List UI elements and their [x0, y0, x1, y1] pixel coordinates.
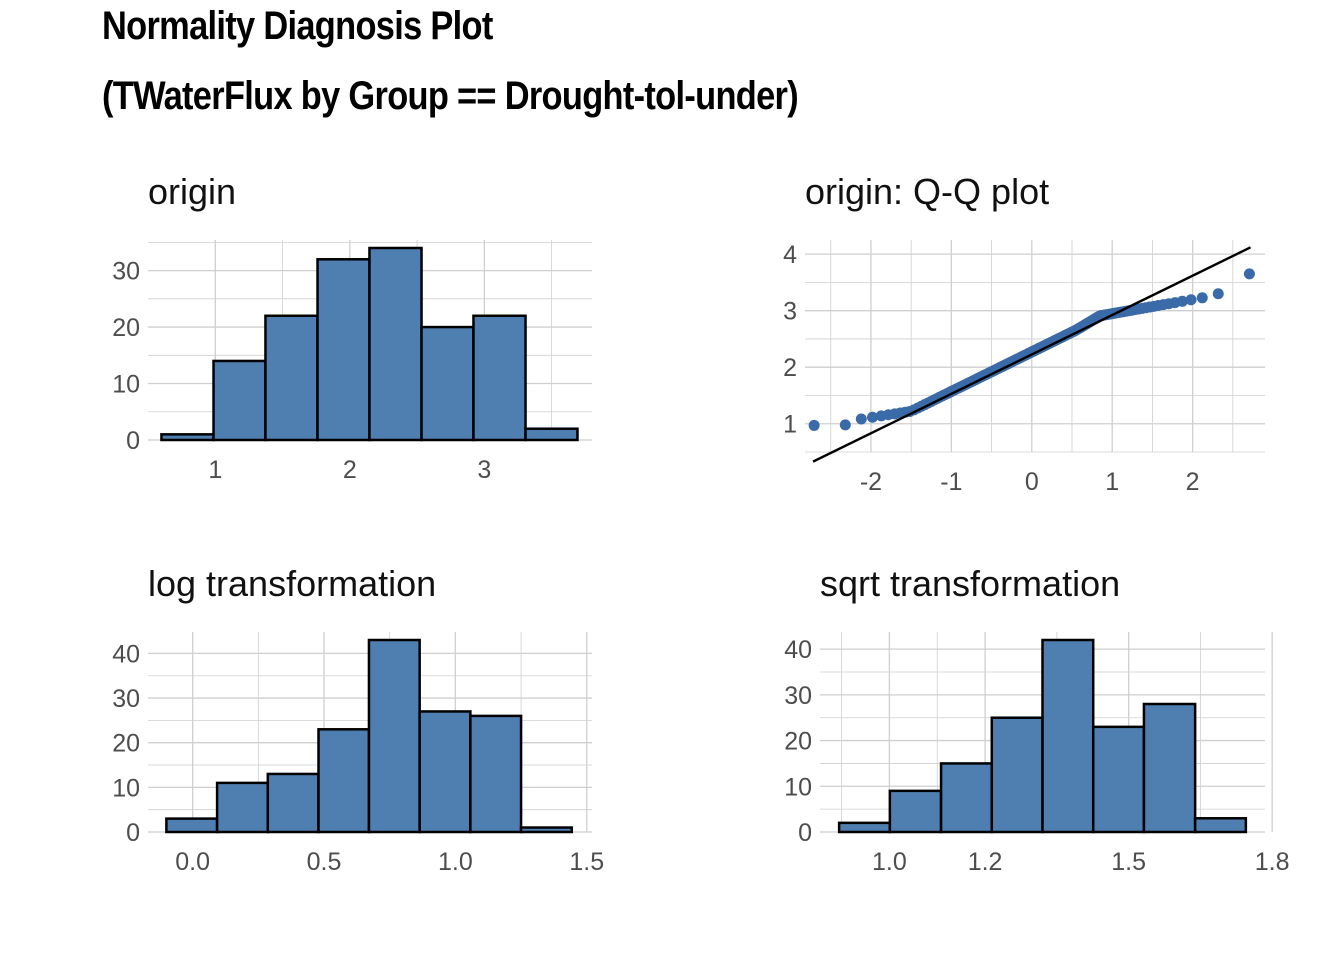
plot-log: 0.0 0.5 1.0 1.5 0 10 20 30 40: [112, 632, 604, 876]
qq-y-tick-label: 2: [783, 354, 797, 382]
sqrt-x-tick-label: 1.0: [872, 848, 907, 876]
sqrt-y-tick-label: 40: [784, 636, 812, 664]
panel-title-qq: origin: Q-Q plot: [805, 171, 1049, 212]
histogram-bar: [472, 314, 527, 442]
log-x-tick-label: 0.0: [175, 848, 210, 876]
qq-point: [1212, 288, 1224, 300]
qq-y-tick-label: 4: [783, 241, 797, 269]
log-y-tick-label: 30: [112, 685, 140, 713]
log-y-tick-label: 0: [126, 819, 140, 847]
sqrt-x-tick-label: 1.8: [1255, 848, 1290, 876]
histogram-bar: [367, 638, 421, 834]
histogram-bar: [165, 817, 219, 834]
sqrt-y-tick-label: 20: [784, 728, 812, 756]
qq-y-tick-label: 1: [783, 411, 797, 439]
histogram-bar: [264, 314, 319, 442]
qq-point: [1185, 294, 1197, 306]
histogram-bar: [368, 246, 423, 442]
qq-x-tick-label: 1: [1105, 468, 1119, 496]
panel-title-origin: origin: [148, 171, 236, 212]
plot-qq: -2 -1 0 1 2 1 2 3 4: [783, 240, 1265, 496]
origin-x-tick-label: 1: [208, 456, 222, 484]
origin-y-tick-label: 10: [112, 371, 140, 399]
histogram-bar: [1041, 638, 1095, 834]
histogram-bar: [160, 433, 215, 442]
panel-sqrt: sqrt transformation 1.0 1.2 1.5 1.8 0 10 20 30 4…: [784, 563, 1289, 876]
qq-x-tick-label: 2: [1186, 468, 1200, 496]
histogram-bar: [1193, 817, 1248, 834]
panel-qq: origin: Q-Q plot -2 -1 0 1 2 1 2 3 4: [783, 171, 1265, 496]
qq-x-tick-label: -2: [860, 468, 882, 496]
sqrt-y-tick-label: 30: [784, 682, 812, 710]
origin-y-tick-label: 20: [112, 314, 140, 342]
origin-x-tick-label: 3: [477, 456, 491, 484]
histogram-bar: [420, 325, 475, 442]
histogram-bar: [1091, 725, 1146, 834]
log-x-tick-label: 1.0: [438, 848, 473, 876]
sqrt-x-tick-label: 1.5: [1111, 848, 1146, 876]
qq-x-tick-label: 0: [1025, 468, 1039, 496]
origin-x-tick-label: 2: [343, 456, 357, 484]
histogram-bar: [837, 821, 892, 834]
panel-title-log: log transformation: [148, 563, 436, 604]
log-y-tick-label: 40: [112, 640, 140, 668]
histogram-bar: [212, 359, 267, 442]
qq-x-tick-label: -1: [940, 468, 962, 496]
panel-log: log transformation 0.0 0.5 1.0 1.5 0 10 20 30 40: [112, 563, 604, 876]
histogram-bar: [888, 789, 943, 834]
qq-point: [839, 419, 851, 431]
sqrt-y-tick-label: 10: [784, 773, 812, 801]
log-y-tick-label: 10: [112, 774, 140, 802]
sqrt-bars: [837, 638, 1248, 834]
page-title: Normality Diagnosis Plot: [102, 4, 493, 48]
qq-point: [866, 411, 878, 423]
histogram-bar: [418, 710, 472, 834]
sqrt-y-tick-label: 0: [798, 819, 812, 847]
plot-sqrt: 1.0 1.2 1.5 1.8 0 10 20 30 40: [784, 632, 1290, 876]
histogram-bar: [1142, 702, 1197, 834]
origin-y-tick-label: 30: [112, 258, 140, 286]
histogram-bar: [317, 728, 371, 834]
histogram-bar: [519, 826, 574, 834]
histogram-bar: [215, 781, 270, 834]
qq-gridlines: [805, 240, 1265, 453]
histogram-bar: [266, 772, 320, 834]
histogram-bar: [469, 714, 523, 834]
log-x-tick-label: 1.5: [569, 848, 604, 876]
log-y-tick-label: 20: [112, 730, 140, 758]
qq-y-tick-label: 3: [783, 298, 797, 326]
log-x-tick-label: 0.5: [307, 848, 342, 876]
qq-point: [808, 419, 820, 431]
histogram-bar: [990, 716, 1044, 834]
page-subtitle: (TWaterFlux by Group == Drought-tol-unde…: [102, 74, 799, 118]
qq-point: [855, 413, 867, 425]
histogram-bar: [939, 762, 994, 834]
origin-bars: [160, 246, 579, 442]
origin-y-tick-label: 0: [126, 427, 140, 455]
qq-reference-line: [812, 246, 1252, 463]
qq-point: [1196, 292, 1208, 304]
histogram-bar: [524, 427, 579, 442]
sqrt-x-tick-label: 1.2: [968, 848, 1003, 876]
panel-title-sqrt: sqrt transformation: [820, 563, 1120, 604]
qq-point: [1176, 295, 1188, 307]
qq-point: [1243, 268, 1255, 280]
histogram-bar: [316, 258, 371, 442]
log-bars: [165, 638, 574, 834]
